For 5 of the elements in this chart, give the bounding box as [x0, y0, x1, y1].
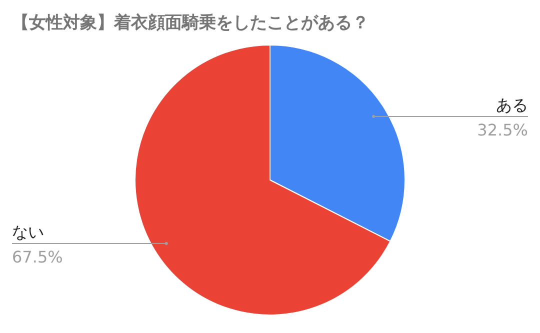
chart-title: 【女性対象】着衣顔面騎乗をしたことがある？ — [12, 13, 369, 33]
slice-label: ある — [496, 96, 528, 115]
data-label: 32.5% — [477, 120, 528, 140]
slice-label: ない — [12, 222, 44, 242]
data-label: 67.5% — [12, 247, 63, 266]
